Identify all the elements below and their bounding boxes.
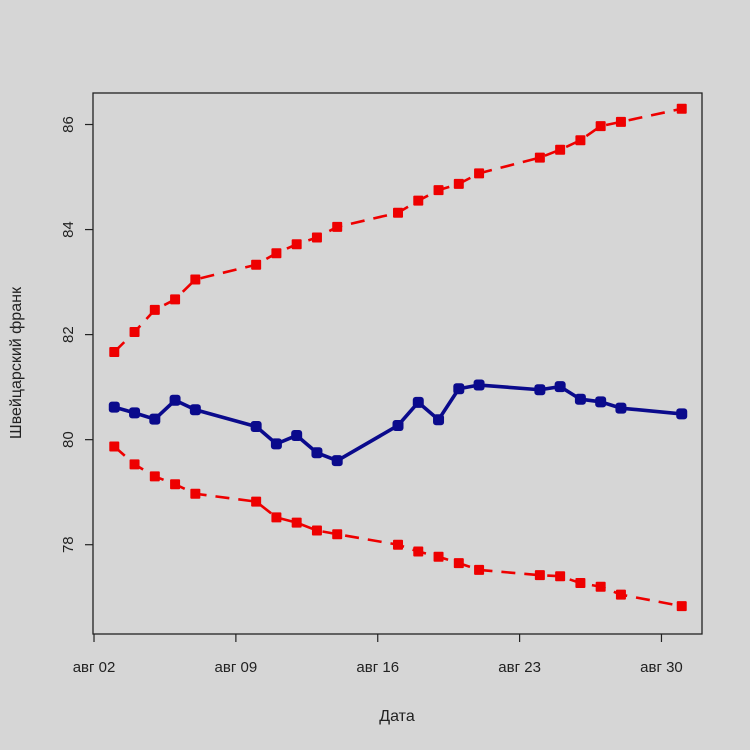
series-3-point bbox=[251, 496, 262, 507]
series-3-point bbox=[433, 551, 444, 562]
series-3-point bbox=[676, 601, 687, 612]
series-1-point bbox=[473, 379, 485, 391]
series-2-point bbox=[311, 232, 322, 243]
x-tick-label: авг 16 bbox=[356, 659, 399, 676]
series-2-point bbox=[190, 274, 201, 285]
x-tick-label: авг 23 bbox=[498, 659, 541, 676]
series-1-point bbox=[595, 396, 607, 408]
series-2-point bbox=[129, 326, 140, 337]
series-2-point bbox=[413, 195, 424, 206]
series-2-point bbox=[109, 346, 120, 357]
series-2-point bbox=[534, 152, 545, 163]
series-2-point bbox=[291, 239, 302, 250]
x-tick-label: авг 02 bbox=[73, 659, 116, 676]
series-3-point bbox=[311, 525, 322, 536]
series-1-point bbox=[412, 396, 424, 408]
series-2 bbox=[109, 103, 687, 357]
series-1 bbox=[108, 379, 688, 467]
series-2-point bbox=[595, 121, 606, 132]
series-3-point bbox=[170, 479, 181, 490]
series-1-point bbox=[129, 407, 141, 419]
series-3-point bbox=[595, 581, 606, 592]
y-tick-label: 84 bbox=[60, 221, 77, 238]
series-1-point bbox=[169, 394, 181, 406]
series-3-point bbox=[474, 564, 485, 575]
series-1-point bbox=[392, 419, 404, 431]
series-2-point bbox=[676, 103, 687, 114]
series-3-point bbox=[271, 512, 282, 523]
series-3-point bbox=[109, 441, 120, 452]
series-1-point bbox=[270, 438, 282, 450]
series-1-point bbox=[189, 404, 201, 416]
series-3 bbox=[109, 441, 687, 612]
series-2-point bbox=[393, 207, 404, 218]
series-2-point bbox=[555, 144, 566, 155]
series-1-point bbox=[615, 402, 627, 414]
x-axis-label: Дата bbox=[379, 708, 415, 725]
y-tick-label: 86 bbox=[60, 116, 77, 133]
series-1-point bbox=[108, 401, 120, 413]
series-1-point bbox=[250, 421, 262, 433]
series-2-point bbox=[453, 178, 464, 189]
series-1-point bbox=[574, 393, 586, 405]
y-tick-label: 78 bbox=[60, 536, 77, 553]
series-2-point bbox=[575, 135, 586, 146]
series-3-point bbox=[291, 517, 302, 528]
series-1-point bbox=[291, 429, 303, 441]
series-1-point bbox=[331, 455, 343, 467]
y-tick-label: 80 bbox=[60, 431, 77, 448]
series-2-point bbox=[170, 294, 181, 305]
series-2-point bbox=[332, 221, 343, 232]
series-3-point bbox=[190, 488, 201, 499]
series-1-point bbox=[433, 414, 445, 426]
series-3-point bbox=[453, 558, 464, 569]
series-1-point bbox=[453, 383, 465, 395]
series-1-point bbox=[149, 413, 161, 425]
series-3-point bbox=[575, 578, 586, 589]
series-3-point bbox=[534, 570, 545, 581]
series-layer bbox=[108, 103, 688, 612]
series-3-point bbox=[149, 471, 160, 482]
series-2-point bbox=[149, 304, 160, 315]
y-tick-label: 82 bbox=[60, 326, 77, 343]
plot-frame bbox=[92, 92, 703, 635]
y-axis: 78 80 82 84 86 bbox=[60, 116, 93, 553]
series-1-point bbox=[311, 447, 323, 459]
series-2-point bbox=[615, 116, 626, 127]
series-1-point bbox=[676, 408, 688, 420]
series-2-point bbox=[251, 259, 262, 270]
series-2-point bbox=[271, 248, 282, 259]
x-axis: авг 02 авг 09 авг 16 авг 23 авг 30 bbox=[73, 634, 683, 676]
y-axis-label: Швейцарский франк bbox=[8, 286, 25, 439]
series-2-point bbox=[474, 168, 485, 179]
series-3-point bbox=[555, 571, 566, 582]
x-tick-label: авг 09 bbox=[215, 659, 258, 676]
series-3-point bbox=[393, 539, 404, 550]
series-3-point bbox=[332, 529, 343, 540]
series-1-point bbox=[554, 381, 566, 393]
series-3-point bbox=[615, 589, 626, 600]
series-3-point bbox=[413, 546, 424, 557]
series-3-point bbox=[129, 459, 140, 470]
x-tick-label: авг 30 bbox=[640, 659, 683, 676]
series-1-point bbox=[534, 384, 546, 396]
series-2-point bbox=[433, 185, 444, 196]
